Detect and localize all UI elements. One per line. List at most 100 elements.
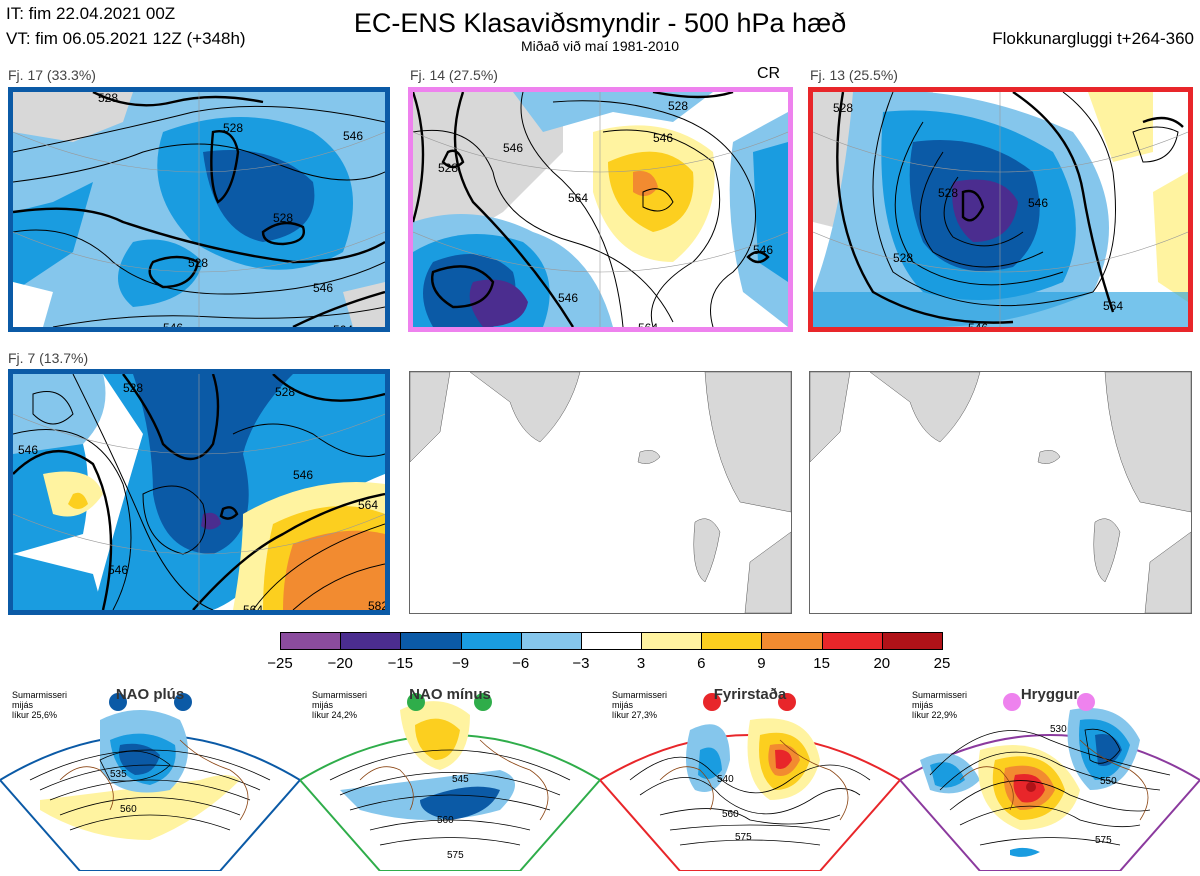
contour-label: 528: [98, 92, 118, 105]
contour-label: 528: [438, 161, 458, 175]
cluster-2-tag: CR: [757, 65, 781, 82]
cluster-2-label: Fj. 14 (27.5%): [410, 67, 498, 83]
contour-label: 564: [1103, 299, 1123, 313]
contour-label: 560: [722, 809, 739, 820]
cluster-1-label: Fj. 17 (33.3%): [8, 67, 96, 83]
contour-label: 528: [188, 256, 208, 270]
contour-label: 575: [735, 832, 752, 843]
cluster-4-label: Fj. 7 (13.7%): [8, 350, 89, 366]
regime-name: Hryggur: [1020, 686, 1080, 703]
cluster-3-label: Fj. 13 (25.5%): [810, 67, 898, 83]
cluster-4-map: 528 528 546 546 546 564 564 582: [8, 369, 390, 615]
contour-label: 546: [503, 141, 523, 155]
colorbar: [280, 632, 943, 650]
contour-label: 546: [558, 291, 578, 305]
regime-name: NAO plús: [115, 686, 185, 703]
regime-marker: [474, 693, 492, 711]
colorbar-tick-label: −6: [512, 655, 530, 672]
colorbar-cell: [821, 632, 883, 650]
page-title: EC-ENS Klasaviðsmyndir - 500 hPa hæð: [353, 8, 847, 38]
page-subtitle: Miðað við maí 1981-2010: [521, 38, 679, 54]
contour-label: 575: [1095, 835, 1112, 846]
colorbar-tick-label: −9: [451, 655, 470, 672]
contour-label: 582: [368, 599, 385, 610]
regime-ridge: 530 550 575 Hryggur Sumarmisseri mijás lík…: [898, 680, 1200, 872]
colorbar-tick-label: −20: [327, 655, 353, 672]
regime-note: Sumarmisseri mijás líkur 22,9%: [912, 690, 968, 720]
valid-time: VT: fim 06.05.2021 12Z (+348h): [6, 29, 246, 48]
colorbar-cell: [641, 632, 703, 650]
contour-label: 546: [163, 321, 183, 327]
init-time: IT: fim 22.04.2021 00Z: [6, 4, 176, 23]
contour-label: 564: [358, 498, 378, 512]
regime-note: Sumarmisseri mijás líkur 27,3%: [612, 690, 668, 720]
contour-label: 564: [333, 323, 353, 327]
colorbar-cell: [400, 632, 462, 650]
regime-marker: [407, 693, 425, 711]
contour-label: 560: [437, 815, 454, 826]
contour-label: 550: [1100, 776, 1117, 787]
regime-marker: [778, 693, 796, 711]
colorbar-tick-label: 15: [813, 655, 830, 672]
contour-label: 528: [275, 385, 295, 399]
regime-nao-minus: 545 560 575 NAO mínus Sumarmisseri mijás l…: [298, 680, 602, 872]
colorbar-cell: [881, 632, 943, 650]
regime-marker: [703, 693, 721, 711]
contour-label: 546: [108, 563, 128, 577]
contour-label: 528: [893, 251, 913, 265]
contour-label: 528: [123, 381, 143, 395]
contour-label: 564: [638, 321, 658, 327]
contour-label: 545: [452, 774, 469, 785]
contour-label: 528: [273, 211, 293, 225]
colorbar-tick-label: 9: [757, 655, 766, 672]
regime-note: Sumarmisseri mijás líkur 24,2%: [312, 690, 368, 720]
regime-blocking: 540 560 575 Fyrirstaða Sumarmisseri mijás…: [598, 680, 902, 872]
contour-label: 530: [1050, 724, 1067, 735]
contour-label: 528: [223, 121, 243, 135]
contour-label: 540: [717, 774, 734, 785]
contour-label: 546: [653, 131, 673, 145]
colorbar-cell: [580, 632, 643, 650]
contour-label: 546: [18, 443, 38, 457]
colorbar-cell: [280, 632, 342, 650]
cluster-1-map: 528 528 528 528 546 546 546 564: [8, 87, 390, 332]
colorbar-cell: [761, 632, 823, 650]
regime-marker: [1077, 693, 1095, 711]
contour-label: 564: [243, 603, 263, 610]
colorbar-tick-label: 6: [697, 655, 706, 672]
regime-name: Fyrirstaða: [713, 686, 787, 703]
colorbar-tick-label: −15: [387, 655, 414, 672]
contour-label: 528: [833, 101, 853, 115]
regime-note: Sumarmisseri mijás líkur 25,6%: [12, 690, 68, 720]
cluster-2-map: 528 528 546 546 564 546 564 546: [408, 87, 793, 332]
colorbar-tick-label: −3: [572, 655, 590, 672]
contour-label: 546: [293, 468, 313, 482]
contour-label: 528: [668, 99, 688, 113]
contour-label: 528: [938, 186, 958, 200]
contour-label: 560: [120, 804, 137, 815]
regime-nao-plus: 535 560 NAO plús Sumarmisseri mijás líkur …: [0, 680, 302, 872]
contour-label: 535: [110, 769, 127, 780]
colorbar-cell: [340, 632, 402, 650]
contour-label: 564: [568, 191, 588, 205]
empty-map-1: [409, 371, 792, 614]
empty-map-2: [809, 371, 1192, 614]
clustering-window: Flokkunargluggi t+264-360: [992, 29, 1194, 48]
regime-marker: [174, 693, 192, 711]
contour-label: 546: [343, 129, 363, 143]
regime-name: NAO mínus: [409, 686, 491, 703]
colorbar-tick-label: 20: [873, 655, 891, 672]
contour-label: 546: [1028, 196, 1048, 210]
contour-label: 546: [753, 243, 773, 257]
colorbar-cell: [701, 632, 763, 650]
contour-label: 546: [968, 321, 988, 327]
colorbar-tick-label: 3: [636, 655, 646, 672]
colorbar-cell: [460, 632, 522, 650]
colorbar-cell: [520, 632, 582, 650]
regime-marker: [1003, 693, 1021, 711]
colorbar-tick-label: −25: [267, 655, 293, 672]
colorbar-tick-label: 25: [933, 655, 951, 672]
cluster-3-map: 528 528 528 546 564 546: [808, 87, 1193, 332]
contour-label: 575: [447, 850, 464, 861]
regime-marker: [109, 693, 127, 711]
